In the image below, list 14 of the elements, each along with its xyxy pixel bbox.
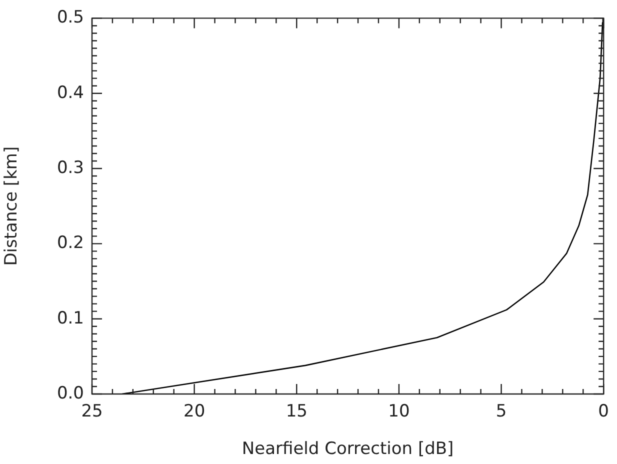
x-tick-label: 10 [388, 402, 410, 422]
y-tick-label: 0.1 [56, 308, 84, 328]
y-tick-label: 0.0 [56, 383, 84, 404]
y-tick-label: 0.5 [56, 8, 84, 28]
y-tick-label: 0.4 [56, 82, 84, 103]
x-axis-title: Nearfield Correction [dB] [242, 439, 454, 460]
y-tick-label: 0.3 [56, 158, 84, 178]
x-tick-label: 20 [184, 402, 206, 422]
x-tick-label: 0 [598, 402, 610, 422]
y-tick-label: 0.2 [56, 233, 84, 254]
x-tick-label: 15 [286, 402, 308, 422]
y-axis-title: Distance [km] [2, 146, 22, 266]
x-tick-label: 25 [81, 402, 103, 422]
x-tick-label: 5 [496, 402, 507, 422]
